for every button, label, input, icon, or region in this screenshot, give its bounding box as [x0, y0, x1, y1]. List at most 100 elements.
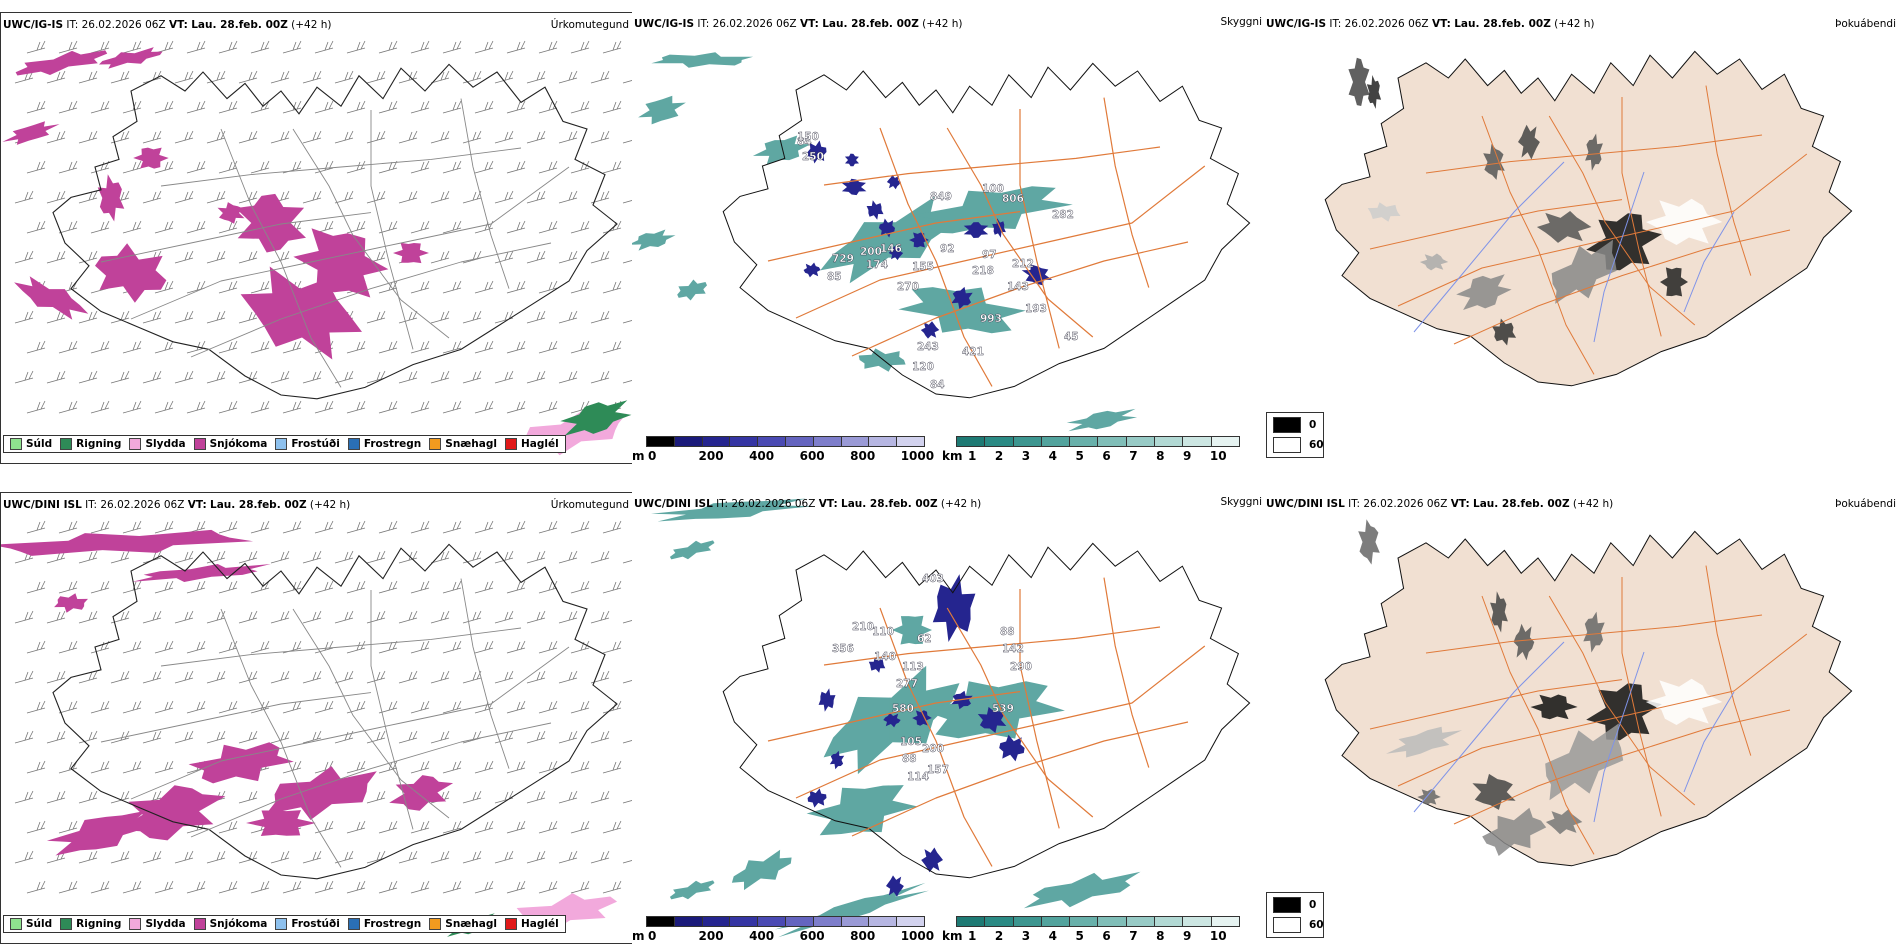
colorbar-tick: 400 [749, 449, 775, 463]
colorbar-tick: 3 [1021, 449, 1031, 463]
panel-title: Úrkomutegund [550, 499, 629, 511]
vt-label: VT: [818, 498, 838, 510]
height-colorbar: m 0 200 400 600 800 1000 [632, 916, 937, 946]
legend-label: Snjókoma [209, 918, 268, 930]
height-label: 150 [797, 131, 819, 143]
colorbar-cell [674, 437, 703, 446]
colorbar-cell [1183, 437, 1212, 446]
legend-item: Súld [10, 438, 52, 450]
legend-swatch [504, 918, 517, 930]
snow-areas [2, 47, 429, 360]
land [1324, 530, 1853, 867]
panel-header: UWC/IG-IS IT: 26.02.2026 06Z VT: Lau. 28… [1266, 18, 1595, 31]
it-label: IT: [85, 499, 98, 511]
legend-label: Snæhagl [445, 438, 497, 450]
panel-title: Úrkomutegund [550, 19, 629, 31]
height-label: 218 [972, 265, 994, 277]
legend-swatch [275, 438, 288, 450]
colorbar-cell [1070, 917, 1099, 926]
roads-rivers [1369, 85, 1808, 375]
colorbar-cell [813, 437, 842, 446]
fog-map-top [1324, 50, 1853, 387]
colorbar-tick: 400 [749, 929, 775, 943]
colorbar-unit: km [942, 929, 963, 943]
precip-type-map-bottom [1, 520, 633, 937]
colorbar-cell [957, 917, 986, 926]
colorbar-tick: 600 [799, 929, 825, 943]
legend-swatch [193, 438, 206, 450]
legend-swatch [60, 918, 73, 930]
colorbar-unit: m [632, 929, 645, 943]
roads-rivers [1369, 565, 1808, 855]
legend-label: Súld [26, 438, 53, 450]
colorbar-tick: 10 [1209, 929, 1227, 943]
colorbar-cell [1013, 437, 1042, 446]
legend-label: Slydda [145, 918, 186, 930]
legend-swatch [10, 918, 22, 930]
colorbar-tick: 9 [1183, 929, 1192, 943]
lead-time: (+42 h) [1554, 18, 1595, 30]
colorbar-cell [1211, 917, 1239, 926]
legend-label: Slydda [145, 438, 186, 450]
visibility-colorbar: km 1 2 3 4 5 6 7 8 9 10 [942, 916, 1252, 946]
fog-map-bottom [1324, 519, 1853, 867]
legend-swatch [504, 438, 517, 450]
colorbar-cell [813, 917, 842, 926]
legend-label: Frostúði [291, 438, 340, 450]
lead-time: (+42 h) [291, 19, 332, 31]
colorbar-cell [702, 917, 731, 926]
legend-label: Súld [26, 918, 53, 930]
fog-swatch-0 [1273, 897, 1301, 913]
panel-header: UWC/DINI ISL IT: 26.02.2026 06Z VT: Lau.… [1266, 498, 1613, 511]
colorbar-cell [1126, 437, 1156, 446]
wind-barbs [14, 520, 633, 894]
colorbar-tick: 6 [1102, 449, 1111, 463]
visibility-areas [632, 52, 1138, 432]
vt-value: Lau. 28.feb. 00Z [841, 498, 938, 510]
it-label: IT: [716, 498, 729, 510]
vt-value: Lau. 28.feb. 00Z [1454, 18, 1551, 30]
legend-item: Haglél [504, 918, 559, 930]
panel-header: UWC/DINI ISL IT: 26.02.2026 06Z VT: Lau.… [3, 499, 350, 512]
colorbar-cell [647, 917, 675, 926]
legend-swatch [193, 918, 206, 930]
legend-item: Rigning [60, 438, 121, 450]
height-label: 277 [896, 678, 918, 690]
legend-item: Haglél [504, 438, 559, 450]
height-label: 539 [992, 703, 1014, 715]
height-label: 729 [832, 253, 854, 265]
colorbar-cell [841, 917, 870, 926]
colorbar-cell [730, 917, 759, 926]
colorbar-cell [1183, 917, 1212, 926]
height-label: 849 [930, 191, 952, 203]
colorbar-tick: 5 [1075, 449, 1084, 463]
fog-swatch-60 [1273, 917, 1301, 933]
vt-value: Lau. 28.feb. 00Z [191, 19, 288, 31]
height-label: 155 [912, 261, 934, 273]
fog-swatch-60 [1273, 437, 1301, 453]
colorbar-cell [758, 917, 786, 926]
legend-swatch [60, 438, 73, 450]
visibility-panel-top: 849 100 806 282 729 200 146 92 97 212 218 174 155 143… [632, 10, 1264, 470]
precip-legend: Súld Rigning Slydda Snjókoma Frostúði Frostre… [3, 435, 566, 453]
fog-legend-top: 0 60 [1266, 412, 1324, 458]
colorbar-tick: 5 [1075, 929, 1084, 943]
height-label: 97 [982, 249, 997, 261]
it-value: 26.02.2026 06Z [100, 499, 185, 511]
colorbar-tick: 10 [1209, 449, 1227, 463]
colorbar-tick: 800 [850, 929, 876, 943]
cloud-height-areas [807, 574, 1025, 897]
height-label: 143 [1007, 281, 1029, 293]
it-label: IT: [697, 18, 710, 30]
colorbar-strip [956, 436, 1240, 447]
height-label: 85 [827, 271, 842, 283]
fog-legend-label: 60 [1309, 919, 1324, 931]
colorbar-cell [647, 437, 675, 446]
it-value: 26.02.2026 06Z [731, 498, 816, 510]
coastline [722, 62, 1251, 399]
precip-type-panel-top: UWC/IG-IS IT: 26.02.2026 06Z VT: Lau. 28… [0, 12, 634, 464]
model-name: UWC/IG-IS [3, 19, 64, 31]
legend-item: Rigning [60, 918, 121, 930]
wind-barbs [14, 40, 633, 414]
